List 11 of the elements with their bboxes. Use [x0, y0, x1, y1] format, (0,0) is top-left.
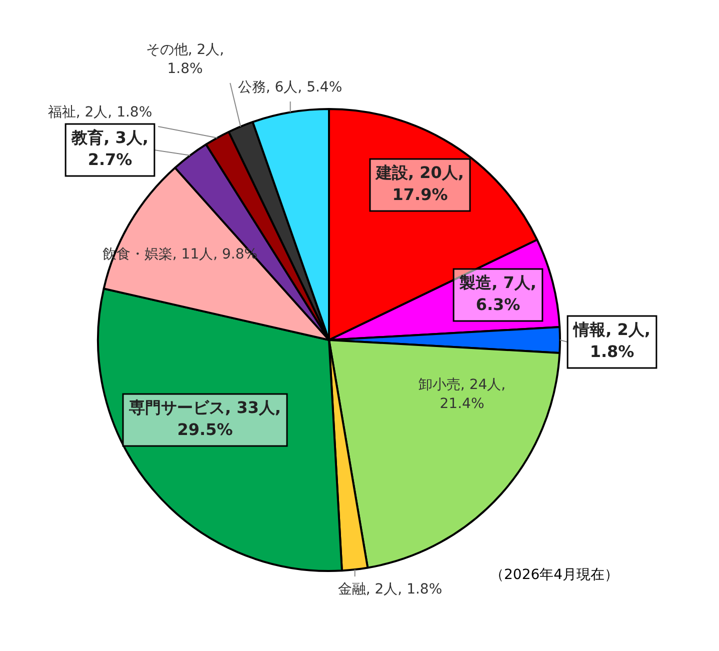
- slice-label: 情報, 2人, 1.8%: [572, 320, 650, 362]
- slice-label: 金融, 2人, 1.8%: [338, 582, 442, 598]
- slice-label: 教育, 3人, 2.7%: [70, 128, 148, 170]
- slice-label: 製造, 7人, 6.3%: [458, 273, 536, 314]
- slice-label: 公務, 6人, 5.4%: [238, 80, 342, 96]
- slice-label: 卸小売, 24人, 21.4%: [418, 377, 506, 412]
- text: （2026年4月現在）: [490, 566, 619, 584]
- slice-label: 福祉, 2人, 1.8%: [48, 104, 152, 121]
- slice-label: 建設, 20人, 17.9%: [374, 163, 464, 204]
- slice-label: その他, 2人, 1.8%: [146, 42, 224, 78]
- slice-label: 専門サービス, 33人, 29.5%: [128, 398, 281, 440]
